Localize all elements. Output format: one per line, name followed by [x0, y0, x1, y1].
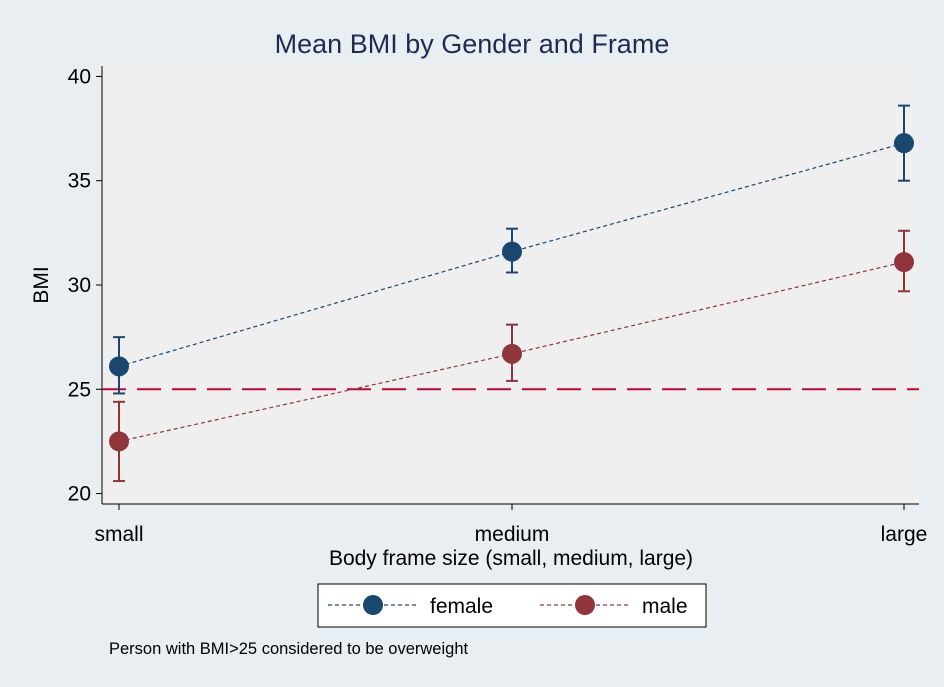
legend: female male [317, 583, 707, 628]
legend-male-marker [575, 595, 595, 615]
y-tick-label-35: 35 [68, 170, 91, 193]
legend-female-label: female [430, 595, 493, 618]
point-male-small [109, 431, 129, 452]
point-female-medium [502, 241, 522, 262]
point-female-small [109, 356, 129, 377]
series-male [109, 229, 914, 483]
chart-note: Person with BMI>25 considered to be over… [109, 640, 468, 658]
point-male-large [894, 252, 914, 273]
point-male-medium [502, 343, 522, 364]
y-tick-label-40: 40 [68, 65, 91, 88]
point-female-large [894, 133, 914, 154]
y-axis-label: BMI [30, 266, 53, 303]
y-axis-ticks: 20 25 30 35 40 [68, 65, 102, 506]
y-tick-label-25: 25 [68, 378, 91, 401]
legend-male-label: male [642, 595, 688, 618]
series-layer [109, 104, 914, 483]
x-axis-ticks: small medium large [94, 504, 927, 546]
chart-title: Mean BMI by Gender and Frame [275, 29, 670, 59]
x-tick-label-small: small [94, 523, 143, 546]
y-tick-label-30: 30 [68, 274, 91, 297]
series-female [109, 104, 914, 395]
x-tick-label-medium: medium [475, 523, 550, 546]
x-tick-label-large: large [881, 523, 928, 546]
y-tick-label-20: 20 [68, 483, 91, 506]
legend-female-marker [363, 595, 383, 615]
plot-area [102, 66, 919, 504]
x-axis-label: Body frame size (small, medium, large) [329, 547, 693, 570]
